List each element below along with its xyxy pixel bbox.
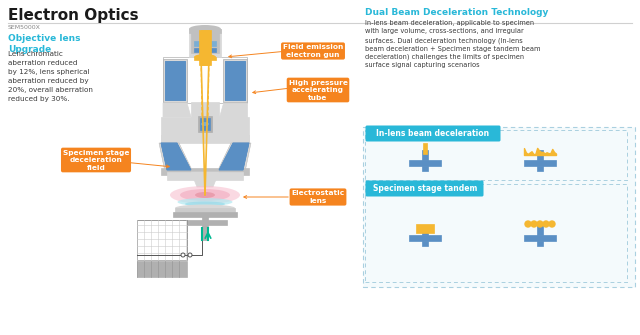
Bar xyxy=(189,29,221,57)
Polygon shape xyxy=(217,143,251,172)
Ellipse shape xyxy=(189,25,221,33)
Polygon shape xyxy=(165,61,185,100)
Bar xyxy=(175,208,235,212)
Text: In-lens beam deceleration: In-lens beam deceleration xyxy=(376,129,490,138)
Circle shape xyxy=(543,221,549,227)
Bar xyxy=(524,235,556,241)
Text: aberration reduced: aberration reduced xyxy=(8,60,77,66)
FancyBboxPatch shape xyxy=(363,127,635,287)
Polygon shape xyxy=(223,59,247,102)
Polygon shape xyxy=(219,143,249,170)
Circle shape xyxy=(537,221,543,227)
FancyBboxPatch shape xyxy=(365,184,627,282)
Bar xyxy=(200,118,210,130)
Text: surfaces. Dual deceleration technology (In-lens: surfaces. Dual deceleration technology (… xyxy=(365,37,523,44)
Bar xyxy=(167,172,243,180)
Polygon shape xyxy=(165,61,185,100)
Ellipse shape xyxy=(185,201,225,206)
Polygon shape xyxy=(191,172,219,187)
Circle shape xyxy=(531,221,537,227)
Text: beam deceleration + Specimen stage tandem beam: beam deceleration + Specimen stage tande… xyxy=(365,46,541,52)
Bar xyxy=(194,48,216,52)
Bar xyxy=(202,216,208,240)
Bar xyxy=(409,235,441,241)
Bar xyxy=(161,168,249,175)
Ellipse shape xyxy=(201,122,209,126)
Text: SEM5000X: SEM5000X xyxy=(8,25,41,30)
Bar xyxy=(409,160,441,166)
Bar xyxy=(173,212,237,217)
Polygon shape xyxy=(161,135,177,143)
Bar xyxy=(537,225,543,235)
Ellipse shape xyxy=(170,186,240,204)
Bar xyxy=(423,143,427,154)
Bar xyxy=(201,30,209,65)
Polygon shape xyxy=(161,143,191,170)
Bar xyxy=(137,220,187,260)
Text: with large volume, cross-sections, and irregular: with large volume, cross-sections, and i… xyxy=(365,28,524,35)
FancyBboxPatch shape xyxy=(365,181,483,197)
Bar xyxy=(422,166,428,171)
Bar xyxy=(137,261,187,277)
Bar xyxy=(198,116,212,132)
Text: by 12%, lens spherical: by 12%, lens spherical xyxy=(8,69,90,75)
Polygon shape xyxy=(219,103,247,117)
Text: Field emission
electron gun: Field emission electron gun xyxy=(283,44,343,58)
Circle shape xyxy=(181,253,185,257)
Bar xyxy=(537,241,543,246)
Bar xyxy=(191,102,219,119)
Text: aberration reduced by: aberration reduced by xyxy=(8,78,88,84)
Ellipse shape xyxy=(177,198,232,206)
Bar xyxy=(189,29,221,33)
Bar xyxy=(194,41,216,46)
Ellipse shape xyxy=(180,189,230,201)
Bar xyxy=(537,166,543,171)
Text: Objective lens
Upgrade: Objective lens Upgrade xyxy=(8,34,81,54)
Text: surface signal capturing scenarios: surface signal capturing scenarios xyxy=(365,63,479,68)
Bar xyxy=(524,160,556,166)
Bar xyxy=(199,30,211,65)
Bar xyxy=(422,150,428,160)
Text: In-lens beam deceleration, applicable to specimen: In-lens beam deceleration, applicable to… xyxy=(365,20,534,26)
Polygon shape xyxy=(233,135,249,143)
FancyBboxPatch shape xyxy=(365,126,500,141)
Bar xyxy=(191,31,219,53)
FancyBboxPatch shape xyxy=(365,130,627,180)
Ellipse shape xyxy=(175,204,235,211)
Bar xyxy=(194,57,216,60)
Polygon shape xyxy=(225,61,245,100)
Bar xyxy=(161,135,249,143)
Polygon shape xyxy=(159,143,193,172)
Bar xyxy=(422,225,428,235)
Bar xyxy=(183,220,227,225)
Text: Lens chromatic: Lens chromatic xyxy=(8,51,63,57)
Ellipse shape xyxy=(195,192,215,198)
Circle shape xyxy=(525,221,531,227)
Circle shape xyxy=(188,253,192,257)
Polygon shape xyxy=(219,143,249,170)
Text: Electrostatic
lens: Electrostatic lens xyxy=(291,190,344,204)
Text: Specimen stage tandem: Specimen stage tandem xyxy=(373,184,477,193)
Text: High pressure
accelerating
tube: High pressure accelerating tube xyxy=(289,79,348,100)
Polygon shape xyxy=(163,59,187,102)
Circle shape xyxy=(549,221,555,227)
Bar xyxy=(537,150,543,160)
Bar xyxy=(416,224,434,233)
Text: Dual Beam Deceleration Technology: Dual Beam Deceleration Technology xyxy=(365,8,548,17)
Polygon shape xyxy=(225,61,245,100)
Text: Electron Optics: Electron Optics xyxy=(8,8,139,23)
Polygon shape xyxy=(163,103,191,117)
Text: deceleration) challenges the limits of specimen: deceleration) challenges the limits of s… xyxy=(365,54,524,61)
Polygon shape xyxy=(161,117,249,135)
Text: Specimen stage
deceleration
field: Specimen stage deceleration field xyxy=(63,149,129,171)
Text: 20%, overall aberration: 20%, overall aberration xyxy=(8,87,93,93)
Bar xyxy=(422,241,428,246)
Text: reduced by 30%.: reduced by 30%. xyxy=(8,96,70,102)
Polygon shape xyxy=(161,143,191,170)
Ellipse shape xyxy=(194,54,216,60)
